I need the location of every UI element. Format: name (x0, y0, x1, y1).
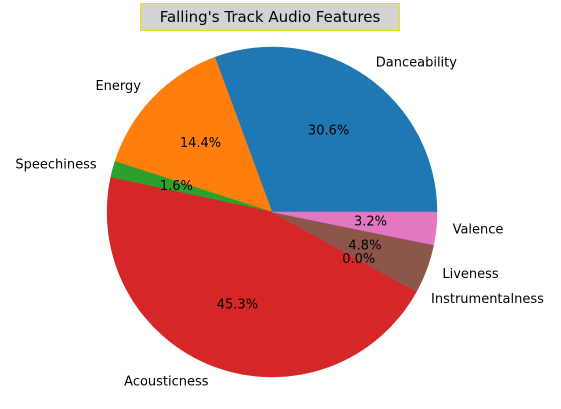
slice-percent-valence: 3.2% (354, 214, 387, 229)
pie-slice-energy (114, 56, 273, 213)
slice-percent-speechiness: 1.6% (160, 179, 193, 194)
slice-percent-instrumentalness: 0.0% (342, 252, 375, 267)
slice-label-valence: Valence (453, 223, 504, 238)
slice-label-acousticness: Acousticness (124, 375, 209, 390)
pie-slices (106, 46, 438, 378)
slice-percent-acousticness: 45.3% (217, 297, 258, 312)
chart-title: Falling's Track Audio Features (140, 3, 400, 31)
slice-label-liveness: Liveness (442, 267, 499, 282)
pie-slice-acousticness (106, 177, 417, 378)
pie-slice-valence (271, 211, 438, 246)
slice-percent-liveness: 4.8% (348, 239, 381, 254)
slice-label-speechiness: Speechiness (15, 158, 97, 173)
slice-label-instrumentalness: Instrumentalness (431, 292, 544, 307)
pie-slice-danceability (214, 46, 438, 213)
slice-label-energy: Energy (95, 79, 141, 94)
slice-percent-danceability: 30.6% (308, 123, 349, 138)
slice-label-danceability: Danceability (376, 56, 458, 71)
slice-percent-energy: 14.4% (180, 136, 221, 151)
pie-labels: Danceability 30.6% Energy 14.4% Speechiness 1… (15, 56, 544, 390)
